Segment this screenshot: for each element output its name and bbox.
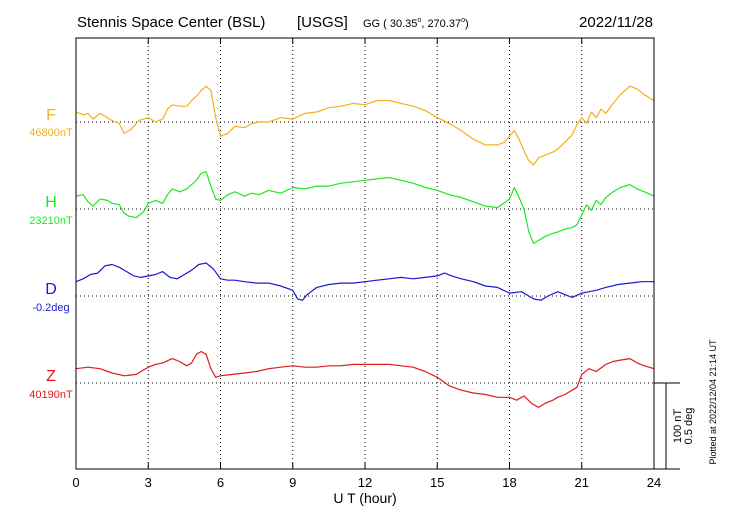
agency-label: [USGS]	[297, 14, 348, 31]
coords-prefix: GG ( 30.35	[363, 18, 417, 30]
grid-lines	[76, 38, 654, 469]
x-axis-ticks: 0 3 6 9 12 15 18 21 24	[72, 38, 661, 490]
series-name-Z: Z	[46, 368, 56, 385]
series-baseline-D: -0.2deg	[32, 302, 69, 314]
series-baseline-H: 23210nT	[29, 215, 73, 227]
plotted-at-note: Plotted at 2022/12/04 21:14 UT	[708, 339, 718, 465]
degree-mark-lon: o	[461, 17, 465, 24]
x-tick-label: 21	[575, 475, 589, 490]
date-label: 2022/11/28	[579, 14, 653, 31]
x-tick-label: 15	[430, 475, 444, 490]
scale-bar-deg-label: 0.5 deg	[683, 408, 695, 445]
series-line-D	[75, 262, 654, 301]
series-name-D: D	[45, 281, 57, 298]
coords-mid: , 270.37	[421, 18, 461, 30]
x-tick-label: 18	[502, 475, 516, 490]
station-title: Stennis Space Center (BSL)	[77, 14, 265, 31]
series-name-F: F	[46, 107, 56, 124]
x-tick-label: 0	[72, 475, 79, 490]
x-tick-label: 12	[358, 475, 372, 490]
coords-suffix: )	[465, 18, 469, 30]
x-tick-label: 3	[145, 475, 152, 490]
series-line-H	[75, 171, 655, 244]
series-name-H: H	[45, 194, 57, 211]
series-group	[75, 85, 655, 408]
scale-bar: 100 nT 0.5 deg	[654, 382, 695, 470]
scale-bar-nt-label: 100 nT	[672, 409, 684, 444]
x-tick-label: 6	[217, 475, 224, 490]
series-line-F	[75, 85, 655, 166]
series-baseline-Z: 40190nT	[29, 389, 73, 401]
x-tick-label: 24	[647, 475, 661, 490]
series-line-Z	[75, 350, 655, 408]
degree-mark-lat: o	[417, 17, 421, 24]
coordinates-label: GG ( 30.35o, 270.37o)	[363, 17, 469, 30]
series-labels: F 46800nT H 23210nT D -0.2deg Z 40190nT	[29, 107, 73, 401]
series-baseline-F: 46800nT	[29, 127, 73, 139]
x-axis-title: U T (hour)	[333, 490, 396, 506]
x-tick-label: 9	[289, 475, 296, 490]
